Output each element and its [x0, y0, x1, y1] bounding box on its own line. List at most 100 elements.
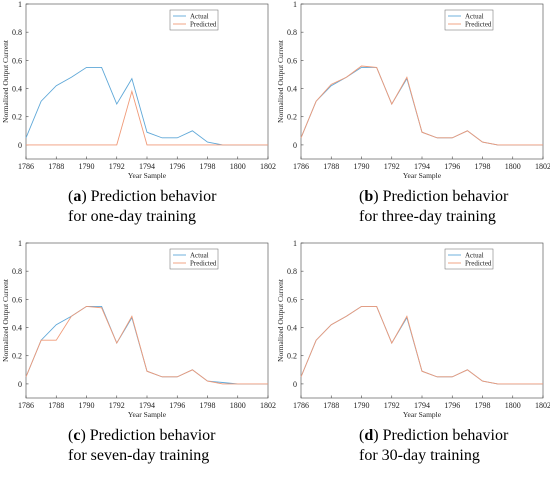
x-tick-label-d-4: 1794 [414, 401, 430, 410]
y-tick-label-d-0: 0 [293, 380, 297, 389]
y-tick-label-b-4: 0.8 [287, 28, 297, 37]
x-tick-label-d-6: 1798 [475, 401, 491, 410]
x-tick-label-a-6: 1798 [200, 162, 216, 171]
caption-line1-d: Prediction behavior [378, 427, 509, 444]
x-axis-label-a: Year Sample [128, 171, 167, 180]
x-tick-label-c-8: 1802 [260, 401, 276, 410]
caption-line2-c: for seven-day training [68, 447, 210, 464]
y-tick-label-c-0: 0 [18, 380, 22, 389]
y-axis-label-d: Normalized Output Current [276, 278, 285, 362]
y-tick-label-a-0: 0 [18, 141, 22, 150]
series-line-actual-c [25, 305, 268, 385]
x-tick-label-a-5: 1796 [169, 162, 185, 171]
x-tick-label-a-2: 1790 [79, 162, 95, 171]
x-tick-label-b-5: 1796 [444, 162, 460, 171]
x-axis-label-b: Year Sample [403, 171, 442, 180]
x-tick-label-c-7: 1800 [230, 401, 246, 410]
x-tick-label-c-5: 1796 [169, 401, 185, 410]
legend-label-actual-a: Actual [190, 13, 209, 21]
y-axis-label-a: Normalized Output Current [1, 39, 10, 123]
caption-line1-c: Prediction behavior [85, 427, 216, 444]
x-tick-label-a-0: 1786 [18, 162, 34, 171]
x-tick-label-c-4: 1794 [139, 401, 155, 410]
series-line-predicted-a [26, 89, 268, 146]
chart-panel-d: 1786 1788 1790 1792 1794 1796 1798 1800 1802 0 0.2… [275, 239, 550, 478]
y-tick-label-a-2: 0.4 [12, 85, 22, 94]
y-axis-label-c: Normalized Output Current [1, 278, 10, 362]
y-tick-label-c-4: 0.8 [12, 267, 22, 276]
caption-letter-a: a [73, 188, 82, 205]
caption-line1-a: Prediction behavior [86, 188, 217, 205]
x-tick-label-c-6: 1798 [200, 401, 216, 410]
legend-label-actual-c: Actual [190, 252, 209, 260]
chart-panel-a: 1786 1788 1790 1792 1794 1796 1798 1800 1802 0 0.2… [0, 0, 276, 239]
legend-label-predicted-c: Predicted [190, 260, 217, 268]
x-tick-label-b-4: 1794 [414, 162, 430, 171]
series-line-predicted-d [300, 305, 543, 385]
series-line-predicted-c [25, 305, 268, 385]
x-tick-label-b-0: 1786 [293, 162, 309, 171]
chart-svg-d: 1786 1788 1790 1792 1794 1796 1798 1800 1802 0 0.2… [276, 239, 550, 419]
legend-box-d [444, 248, 494, 270]
x-tick-label-c-1: 1788 [48, 401, 64, 410]
caption-line2-d: for 30-day training [359, 447, 480, 464]
y-tick-label-d-5: 1 [293, 239, 297, 248]
y-tick-label-a-4: 0.8 [12, 28, 22, 37]
y-tick-label-b-0: 0 [293, 141, 297, 150]
y-tick-label-d-1: 0.2 [287, 352, 297, 361]
y-tick-label-d-4: 0.8 [287, 267, 297, 276]
caption-b: (b) Prediction behavior for three-day tr… [359, 188, 509, 225]
x-tick-label-c-2: 1790 [79, 401, 95, 410]
x-tick-label-c-3: 1792 [109, 401, 125, 410]
x-tick-label-d-0: 1786 [293, 401, 309, 410]
caption-letter-c: c [73, 427, 81, 444]
series-line-actual-b [300, 66, 543, 146]
x-tick-label-a-3: 1792 [109, 162, 125, 171]
caption-a: (a) Prediction behavior for one-day trai… [68, 188, 217, 225]
x-tick-label-d-7: 1800 [505, 401, 521, 410]
chart-svg-a: 1786 1788 1790 1792 1794 1796 1798 1800 1802 0 0.2… [1, 0, 276, 180]
caption-line2-a: for one-day training [68, 208, 196, 225]
legend-label-predicted-d: Predicted [465, 260, 492, 268]
x-tick-label-a-8: 1802 [260, 162, 276, 171]
x-tick-label-d-3: 1792 [384, 401, 400, 410]
y-tick-label-c-5: 1 [18, 239, 22, 248]
caption-line2-b: for three-day training [359, 208, 496, 225]
caption-letter-b: b [364, 188, 374, 205]
x-tick-label-a-7: 1800 [230, 162, 246, 171]
x-tick-label-d-1: 1788 [323, 401, 339, 410]
y-tick-label-b-2: 0.4 [287, 85, 297, 94]
legend-label-actual-d: Actual [465, 252, 484, 260]
series-line-actual-d [300, 305, 543, 385]
y-tick-label-d-3: 0.6 [287, 295, 297, 304]
plot-frame-c [25, 242, 269, 399]
chart-panel-b: 1786 1788 1790 1792 1794 1796 1798 1800 1802 0 0.2… [275, 0, 550, 239]
x-tick-label-b-7: 1800 [505, 162, 521, 171]
x-tick-label-a-1: 1788 [48, 162, 64, 171]
legend-label-predicted-b: Predicted [465, 21, 492, 29]
x-tick-label-a-4: 1794 [139, 162, 155, 171]
x-tick-label-b-2: 1790 [354, 162, 370, 171]
plot-frame-a [25, 3, 269, 160]
legend-box-b [444, 9, 494, 31]
y-tick-label-a-5: 1 [18, 0, 22, 9]
x-tick-label-b-3: 1792 [384, 162, 400, 171]
legend-label-predicted-a: Predicted [190, 21, 217, 29]
chart-svg-c: 1786 1788 1790 1792 1794 1796 1798 1800 1802 0 0.2… [1, 239, 276, 419]
x-tick-label-d-5: 1796 [444, 401, 460, 410]
x-tick-label-c-0: 1786 [18, 401, 34, 410]
chart-panel-c: 1786 1788 1790 1792 1794 1796 1798 1800 1802 0 0.2… [0, 239, 276, 478]
x-tick-label-b-8: 1802 [535, 162, 550, 171]
x-tick-label-d-2: 1790 [354, 401, 370, 410]
y-tick-label-c-2: 0.4 [12, 324, 22, 333]
caption-d: (d) Prediction behavior for 30-day train… [359, 427, 509, 464]
y-tick-label-c-1: 0.2 [12, 352, 22, 361]
y-tick-label-c-3: 0.6 [12, 295, 22, 304]
plot-frame-d [300, 242, 544, 399]
chart-svg-b: 1786 1788 1790 1792 1794 1796 1798 1800 1802 0 0.2… [276, 0, 550, 180]
y-axis-label-b: Normalized Output Current [276, 39, 285, 123]
x-tick-label-d-8: 1802 [535, 401, 550, 410]
caption-c: (c) Prediction behavior for seven-day tr… [68, 427, 216, 464]
x-tick-label-b-6: 1798 [475, 162, 491, 171]
y-tick-label-d-2: 0.4 [287, 324, 297, 333]
